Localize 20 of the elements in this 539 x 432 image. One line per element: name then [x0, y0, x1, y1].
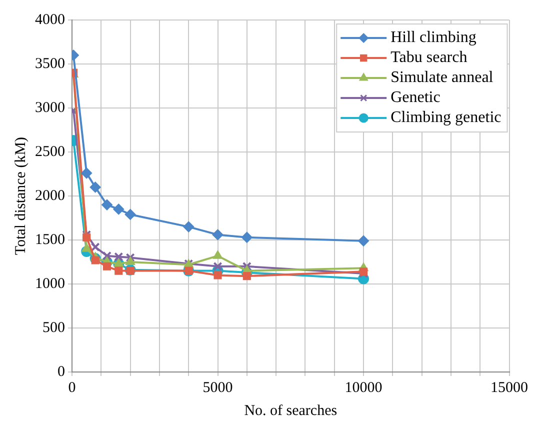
y-tick-label: 3500: [35, 56, 65, 72]
legend-label: Genetic: [390, 89, 440, 106]
legend-label: Simulate anneal: [390, 69, 494, 86]
x-tick-label: 15000: [490, 380, 528, 396]
x-tick-label: 10000: [344, 380, 382, 396]
legend-label: Hill climbing: [390, 29, 476, 46]
y-tick-label: 4000: [35, 12, 65, 28]
legend-label: Climbing genetic: [390, 109, 502, 126]
y-tick-label: 1500: [35, 232, 65, 248]
y-tick-label: 3000: [35, 100, 65, 116]
x-tick-label: 5000: [202, 380, 233, 396]
x-axis-title: No. of searches: [244, 402, 338, 419]
y-axis-title: Total distance (kM): [12, 136, 29, 256]
y-tick-label: 0: [58, 364, 65, 380]
y-tick-label: 2500: [35, 144, 65, 160]
y-tick-label: 500: [42, 320, 65, 336]
x-tick-label: 0: [68, 380, 76, 396]
y-tick-label: 1000: [35, 276, 65, 292]
y-tick-label: 2000: [35, 188, 65, 204]
legend-label: Tabu search: [390, 49, 468, 66]
